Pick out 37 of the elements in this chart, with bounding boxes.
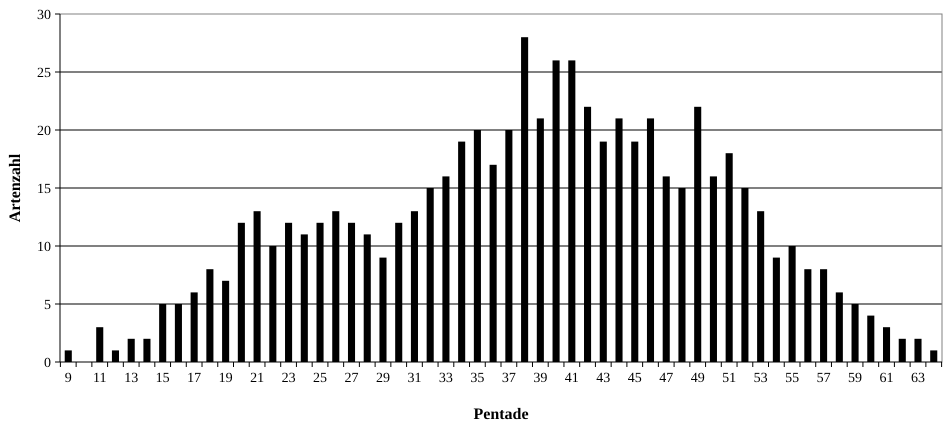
x-tick-label: 57	[816, 371, 831, 386]
x-tick-label: 47	[659, 371, 674, 386]
x-tick-label: 55	[785, 371, 800, 386]
x-tick-label: 21	[250, 371, 264, 386]
y-tick-label: 10	[37, 240, 51, 255]
x-tick-label: 59	[848, 371, 862, 386]
x-tick-label: 63	[911, 371, 926, 386]
x-tick-label: 13	[124, 371, 138, 386]
x-tick-label: 61	[880, 371, 894, 386]
x-tick-label: 51	[722, 371, 736, 386]
x-tick-label: 45	[628, 371, 642, 386]
x-tick-label: 25	[313, 371, 328, 386]
x-tick-label: 53	[754, 371, 768, 386]
x-tick-label: 9	[64, 371, 72, 386]
x-tick-label: 41	[564, 371, 579, 386]
x-tick-label: 11	[92, 371, 106, 386]
x-tick-label: 19	[218, 371, 233, 386]
x-tick-label: 35	[470, 371, 484, 386]
x-tick-label: 43	[596, 371, 610, 386]
x-tick-label: 39	[533, 371, 548, 386]
y-tick-label: 15	[37, 182, 51, 197]
y-tick-label: 20	[37, 124, 51, 139]
y-tick-label: 0	[44, 356, 51, 371]
x-tick-label: 15	[156, 371, 170, 386]
x-tick-label: 23	[282, 371, 296, 386]
y-axis-title: Artenzahl	[7, 153, 24, 222]
y-tick-label: 25	[37, 66, 51, 81]
x-tick-label: 49	[690, 371, 705, 386]
x-tick-label: 29	[376, 371, 390, 386]
x-axis-title: Pentade	[473, 406, 529, 423]
x-tick-label: 31	[407, 371, 422, 386]
x-tick-label: 17	[187, 371, 202, 386]
y-tick-label: 5	[44, 298, 51, 313]
x-tick-label: 27	[344, 371, 359, 386]
x-tick-label: 37	[502, 371, 516, 386]
x-tick-label: 33	[438, 371, 453, 386]
y-tick-label: 30	[37, 8, 51, 23]
